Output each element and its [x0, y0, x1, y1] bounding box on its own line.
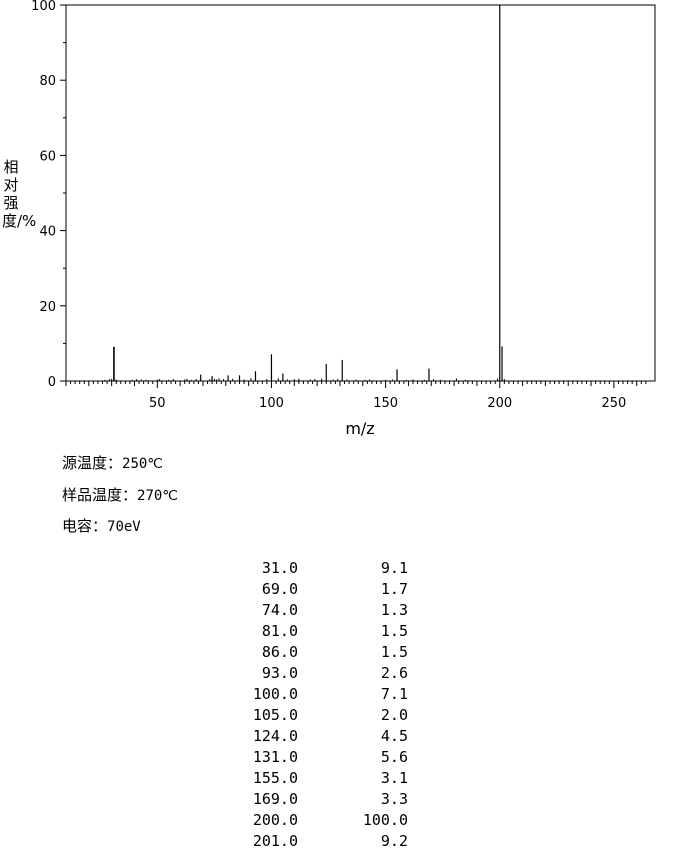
mz-value: 31.0	[261, 559, 298, 577]
y-axis-title: 相对强度/%	[2, 158, 37, 230]
intensity-value: 1.5	[380, 643, 408, 661]
intensity-value: 1.7	[380, 580, 408, 598]
y-tick-label: 80	[39, 74, 56, 89]
spectrum-peaks	[104, 5, 505, 381]
condition-label: 电容：	[62, 517, 108, 535]
y-tick-label: 100	[31, 0, 56, 14]
condition-value: 270℃	[137, 488, 179, 504]
intensity-value: 7.1	[380, 685, 408, 703]
intensity-value: 1.5	[380, 622, 408, 640]
intensity-value: 2.6	[380, 664, 408, 682]
y-tick-label: 0	[48, 375, 56, 390]
table-row: 131.0 5.6	[0, 748, 680, 769]
intensity-value: 2.0	[380, 706, 408, 724]
x-tick-label: 50	[149, 396, 166, 411]
mz-value: 93.0	[261, 664, 298, 682]
mz-value: 74.0	[261, 601, 298, 619]
mz-value: 105.0	[252, 706, 298, 724]
mz-value: 81.0	[261, 622, 298, 640]
intensity-value: 1.3	[380, 601, 408, 619]
table-row: 81.0 1.5	[0, 622, 680, 643]
condition-label: 源温度：	[62, 454, 123, 472]
x-tick-label: 250	[601, 396, 626, 411]
intensity-value: 5.6	[380, 748, 408, 766]
table-row: 100.0 7.1	[0, 685, 680, 706]
condition-value: 70eV	[107, 519, 141, 535]
mz-value: 200.0	[252, 811, 298, 829]
intensity-value: 9.2	[380, 832, 408, 850]
y-tick-label: 60	[39, 149, 56, 164]
mz-value: 100.0	[252, 685, 298, 703]
mz-value: 169.0	[252, 790, 298, 808]
mz-value: 124.0	[252, 727, 298, 745]
mz-value: 86.0	[261, 643, 298, 661]
table-row: 155.0 3.1	[0, 769, 680, 790]
table-row: 105.0 2.0	[0, 706, 680, 727]
x-axis-ticks: 50 100 150 200 250	[65, 381, 647, 411]
mass-spectrum-chart: 0 20 40 60 80 100 50 100 150 200 250 m/z	[31, 0, 656, 438]
condition-row: 电容：70eV	[62, 515, 141, 536]
table-row: 31.0 9.1	[0, 559, 680, 580]
condition-value: 250℃	[122, 456, 164, 472]
table-row: 169.0 3.3	[0, 790, 680, 811]
y-tick-label: 20	[39, 300, 56, 315]
mz-value: 69.0	[261, 580, 298, 598]
table-row: 93.0 2.6	[0, 664, 680, 685]
intensity-value: 4.5	[380, 727, 408, 745]
y-axis-ticks: 0 20 40 60 80 100	[31, 0, 66, 390]
condition-row: 源温度：250℃	[62, 452, 163, 473]
intensity-value: 3.3	[380, 790, 408, 808]
table-row: 124.0 4.5	[0, 727, 680, 748]
x-tick-label: 100	[259, 396, 284, 411]
peak-table: 31.0 9.1 69.0 1.7 74.0 1.3 81.0 1.5 86.0 1.5 93.0 2…	[0, 559, 680, 853]
x-tick-label: 150	[373, 396, 398, 411]
condition-label: 样品温度：	[62, 486, 138, 504]
intensity-value: 9.1	[380, 559, 408, 577]
mz-value: 131.0	[252, 748, 298, 766]
table-row: 69.0 1.7	[0, 580, 680, 601]
x-tick-label: 200	[487, 396, 512, 411]
table-row: 74.0 1.3	[0, 601, 680, 622]
table-row: 86.0 1.5	[0, 643, 680, 664]
intensity-value: 100.0	[362, 811, 408, 829]
condition-row: 样品温度：270℃	[62, 484, 178, 505]
table-row: 201.0 9.2	[0, 832, 680, 853]
x-axis-title: m/z	[345, 419, 374, 438]
intensity-value: 3.1	[380, 769, 408, 787]
mz-value: 201.0	[252, 832, 298, 850]
table-row: 200.0 100.0	[0, 811, 680, 832]
mz-value: 155.0	[252, 769, 298, 787]
plot-frame	[65, 4, 656, 382]
y-tick-label: 40	[39, 225, 56, 240]
